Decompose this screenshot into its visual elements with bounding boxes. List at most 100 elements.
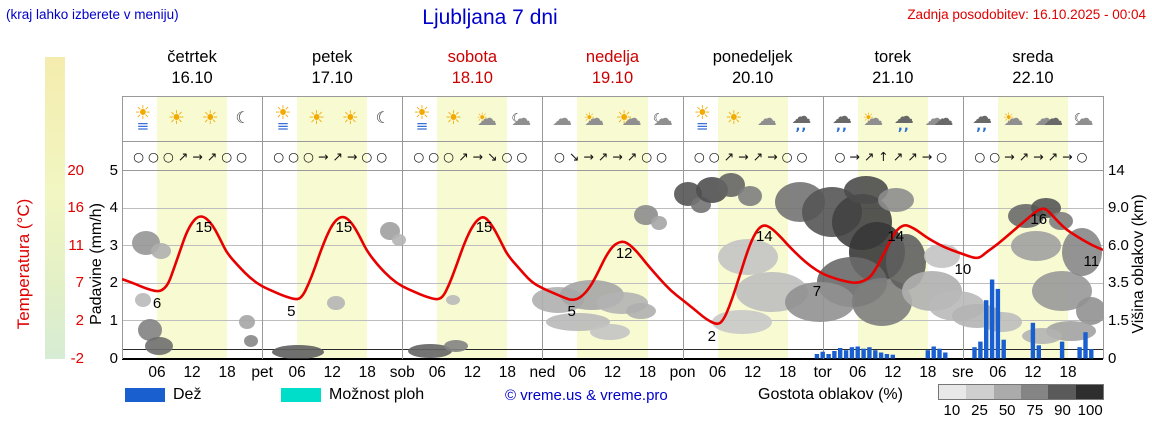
sun-glyph: ☀ — [134, 102, 152, 125]
rain-bar — [972, 347, 977, 359]
cloud-blob — [327, 296, 345, 310]
cloud-blob — [1032, 271, 1092, 311]
temp-tick: 7 — [75, 274, 84, 292]
cloud-blob — [244, 335, 258, 347]
rain-bar — [814, 354, 820, 359]
weather-icons: ☁,, ☀ ☁ ☁ ☁ ☾ ☁ — [963, 97, 1103, 139]
rain-bar — [995, 288, 1001, 359]
rain-bar — [978, 341, 983, 359]
cloud-glyph: ☁ — [621, 106, 642, 130]
rain-bar — [1077, 347, 1082, 359]
density-scale-segment — [1075, 385, 1103, 399]
precip-tick: 0 — [109, 349, 118, 367]
sun-glyph: ☀ — [615, 106, 633, 129]
precip-tick: 2 — [109, 274, 118, 292]
cloud-moon-icon: ☾ ☁ — [1074, 108, 1094, 128]
fog-glyph: ≡ — [415, 117, 429, 136]
scale-tick: 75 — [1026, 402, 1044, 419]
day-boundary-line — [962, 96, 964, 359]
cloud-icon: ☁ — [757, 108, 777, 128]
rain-bar — [826, 354, 831, 359]
cloud-glyph: ☁ — [832, 103, 852, 128]
cloud-blob — [1011, 231, 1061, 261]
rain-bar — [820, 351, 825, 359]
clouds-icon: ☁ ☁ — [1034, 108, 1063, 128]
weather-icons: ☁ ☀ ☁ ☀ ☁ ☾ ☁ — [542, 97, 682, 139]
hour-tick: 12 — [183, 364, 201, 381]
curve-label: 11 — [1083, 252, 1100, 270]
rain-bar — [832, 351, 837, 359]
hour-tick: 06 — [568, 364, 587, 381]
hour-tick: 18 — [498, 364, 517, 381]
cloud-blob — [852, 278, 912, 326]
copyright-link[interactable]: © vreme.us & vreme.pro — [505, 387, 668, 404]
hour-tick: 12 — [744, 364, 762, 381]
rain-swatch — [125, 388, 165, 402]
sun-icon: ☀ — [342, 108, 359, 128]
day-boundary-line — [262, 96, 264, 359]
hour-tick: 06 — [849, 364, 867, 381]
day-abbrev: sob — [389, 364, 415, 381]
hour-tick: 18 — [358, 364, 376, 381]
cloud-blob — [785, 282, 855, 322]
showers-swatch — [281, 388, 321, 402]
cloud-density-label: Gostota oblakov (%) — [758, 386, 903, 403]
curve-label: 14 — [887, 227, 905, 245]
cloud-glyph: ☁ — [863, 106, 884, 130]
curve-label: 5 — [567, 303, 576, 320]
moon-icon: ☾ — [235, 110, 249, 126]
rain-bar — [884, 354, 890, 359]
temp-tick: 11 — [68, 236, 84, 254]
precip-tick: 1 — [109, 311, 118, 329]
rain-bar — [890, 354, 895, 359]
cloud-blob — [239, 315, 255, 329]
curve-label: 12 — [615, 244, 633, 262]
curve-label: 10 — [954, 261, 972, 279]
cloud-blob — [392, 234, 406, 246]
sun-icon: ☀ — [308, 106, 326, 129]
drops-glyph: ,, — [976, 118, 989, 134]
day-abbrev: pet — [251, 364, 273, 381]
day-boundary-line — [402, 96, 404, 359]
rain-bar — [1083, 332, 1088, 359]
cloud-blob — [651, 216, 667, 230]
grid-line — [122, 207, 1103, 209]
sun-icon: ☀ — [168, 108, 185, 128]
cloud-glyph: ☁ — [933, 106, 954, 130]
curve-label: 15 — [475, 219, 493, 237]
cloud-height-tick: 9.0 — [1108, 199, 1129, 217]
showers-legend-label: Možnost ploh — [329, 386, 425, 403]
sun-glyph: ☀ — [1002, 110, 1015, 126]
grid-line — [122, 96, 1103, 97]
precip-tick: 3 — [109, 236, 118, 254]
weather-icons: ☀ ≡ ☀ ☁ ☁,, — [683, 97, 823, 139]
cloud-glyph: ☁ — [652, 106, 673, 130]
temperature-color-scale — [45, 57, 65, 359]
density-scale-segment — [993, 385, 1021, 399]
clouds-icon: ☁ ☁ — [924, 108, 953, 128]
cloud-sun-icon: ☀ ☁ — [1003, 108, 1024, 128]
day-abbrev: ned — [529, 364, 556, 381]
day-boundary-line — [122, 96, 123, 359]
sun-glyph: ☀ — [308, 106, 326, 129]
cloud-icon: ☁ — [552, 108, 572, 128]
density-scale-segment — [1020, 385, 1049, 399]
rain-bar — [867, 347, 872, 359]
grid-line — [122, 320, 1103, 322]
cloud-sun-icon: ☀ ☁ — [863, 108, 884, 128]
day-name: sreda — [1012, 48, 1054, 66]
cloud-blob — [1031, 198, 1061, 218]
cloud-rain-icon: ☁,, — [832, 103, 852, 133]
wind-symbols: ○○○→↗→○○ — [273, 148, 392, 164]
drops-glyph: ,, — [795, 118, 808, 134]
grid-line — [122, 282, 1103, 284]
sun-glyph: ☀ — [693, 102, 711, 125]
fog-glyph: ≡ — [696, 117, 709, 136]
cloud-moon-icon: ☾ ☁ — [653, 108, 673, 128]
rain-bar — [1059, 341, 1065, 359]
hour-tick: 18 — [919, 364, 937, 381]
rain-bar — [849, 347, 855, 359]
day-name: četrtek — [167, 48, 217, 66]
cloud-sun-icon: ☀ ☁ — [584, 108, 605, 128]
cloud-height-tick: 1.5 — [1108, 311, 1129, 329]
